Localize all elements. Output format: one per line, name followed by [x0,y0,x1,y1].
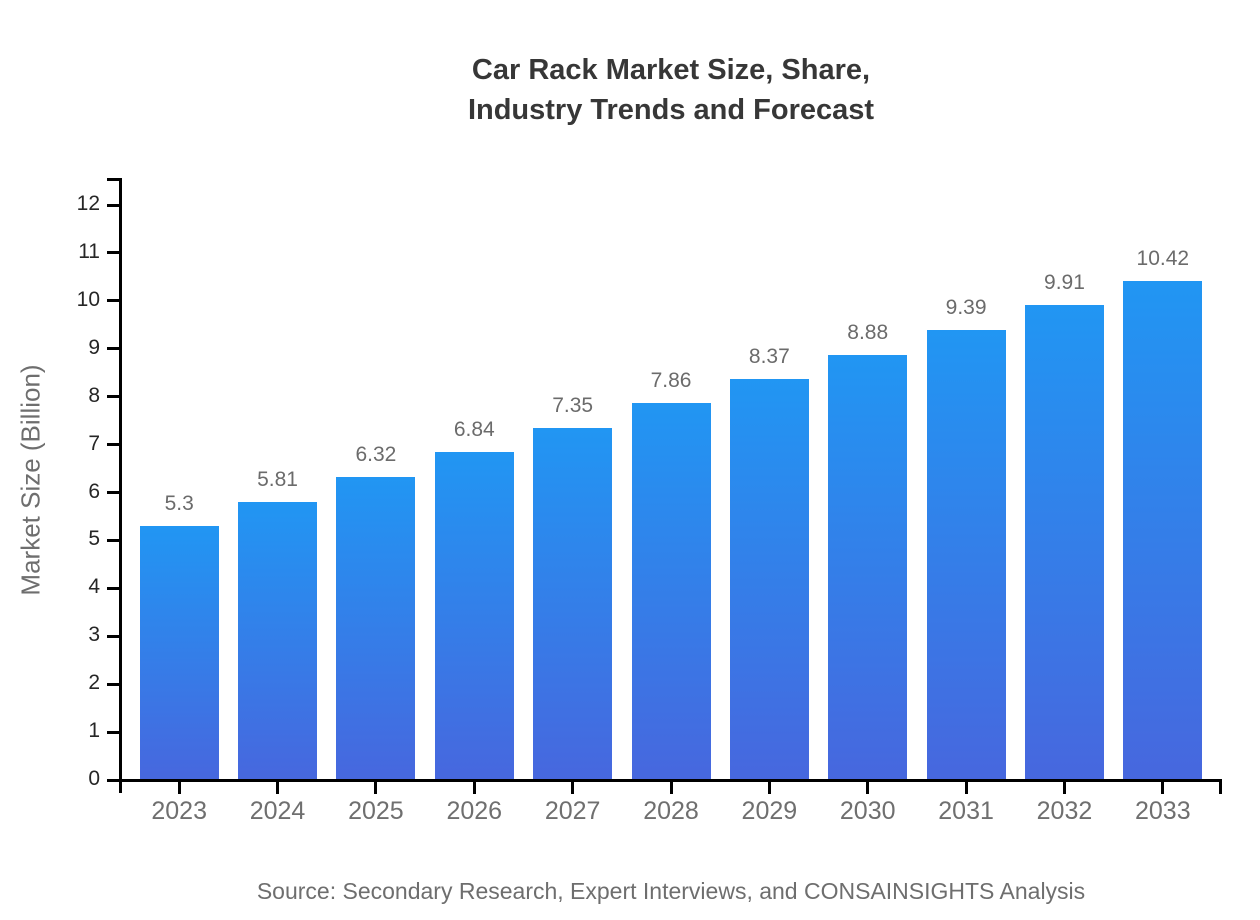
y-tick-label: 5 [88,527,100,551]
x-tick-label: 2031 [938,797,994,825]
y-tick [106,395,119,399]
bar-value-label: 10.42 [1136,246,1190,270]
y-tick [106,730,119,734]
bar-2032 [1024,305,1104,780]
y-tick-label: 9 [88,335,100,359]
bar-value-label: 6.84 [453,418,495,442]
y-tick-label: 12 [76,192,100,215]
x-axis-end-tick [1219,782,1222,794]
x-tick-label: 2025 [348,797,404,825]
y-tick [106,538,119,542]
x-tick [374,782,378,794]
bar-2027 [533,427,613,780]
bar-2031 [926,330,1006,780]
y-tick-label: 2 [88,671,100,695]
x-tick-label: 2024 [249,797,306,825]
y-axis-spine [118,178,122,793]
bar-value-label: 6.32 [355,443,397,467]
y-tick [106,634,119,638]
x-tick-label: 2028 [643,797,699,825]
x-tick-label: 2029 [741,797,798,825]
y-axis-end-tick [106,178,119,181]
x-tick [669,782,673,794]
y-tick-label: 11 [78,239,100,263]
y-tick-label: 3 [88,623,100,647]
y-tick-label: 7 [88,431,100,455]
bar-2025 [336,477,416,780]
y-tick-label: 8 [88,383,100,407]
x-tick-label: 2023 [151,797,207,825]
y-tick [106,778,119,782]
x-tick [1062,782,1066,794]
y-tick [106,682,119,686]
y-tick-label: 6 [88,479,100,503]
chart-title-line2: Industry Trends and Forecast [467,94,875,126]
bar-2028 [631,403,711,780]
y-tick [106,299,119,303]
y-tick-label: 0 [88,767,100,790]
bar-value-label: 7.35 [552,393,594,417]
y-tick-label: 10 [76,287,100,311]
x-tick-label: 2027 [544,797,601,825]
y-tick [106,203,119,207]
bar-value-label: 8.88 [847,320,889,344]
bar-value-label: 8.37 [748,344,790,368]
y-tick-label: 4 [88,575,100,599]
y-tick [106,586,119,590]
bar-value-label: 7.86 [650,369,692,393]
y-tick [106,491,119,494]
x-axis-spine [120,779,1222,782]
bar-2033 [1123,280,1203,780]
x-tick [177,782,181,794]
x-tick [767,782,771,794]
x-tick [276,782,280,794]
source-note: Source: Secondary Research, Expert Inter… [256,878,1086,904]
chart-title: Car Rack Market Size, Share, Industry Tr… [120,50,1222,130]
x-tick [964,782,968,794]
bar-2026 [434,452,514,780]
x-tick [472,782,476,794]
y-axis-title: Market Size (Billion) [15,364,46,596]
bar-value-label: 9.91 [1044,271,1085,295]
bar-value-label: 5.81 [257,467,298,491]
bar-2023 [139,526,219,780]
x-tick-label: 2032 [1036,797,1093,825]
bar-value-label: 5.3 [164,492,194,516]
bar-2030 [828,354,908,780]
x-tick-label: 2030 [839,797,896,825]
bar-2029 [729,378,809,780]
chart-title-line1: Car Rack Market Size, Share, [471,54,871,86]
x-tick-label: 2033 [1135,797,1191,825]
y-tick [106,347,119,351]
x-tick [1161,782,1165,794]
plot-area: 0 1 2 3 4 5 6 7 8 9 10 11 12 5.3 2023 5.81 2024 6.32 2025 6… [77,178,1222,825]
x-tick-label: 2026 [446,797,503,825]
bar-2024 [238,501,318,780]
y-tick [106,251,119,255]
y-tick-label: 1 [88,719,100,743]
bar-value-label: 9.39 [945,296,987,320]
x-tick [571,782,575,794]
y-tick [106,443,119,447]
x-tick [866,782,870,794]
